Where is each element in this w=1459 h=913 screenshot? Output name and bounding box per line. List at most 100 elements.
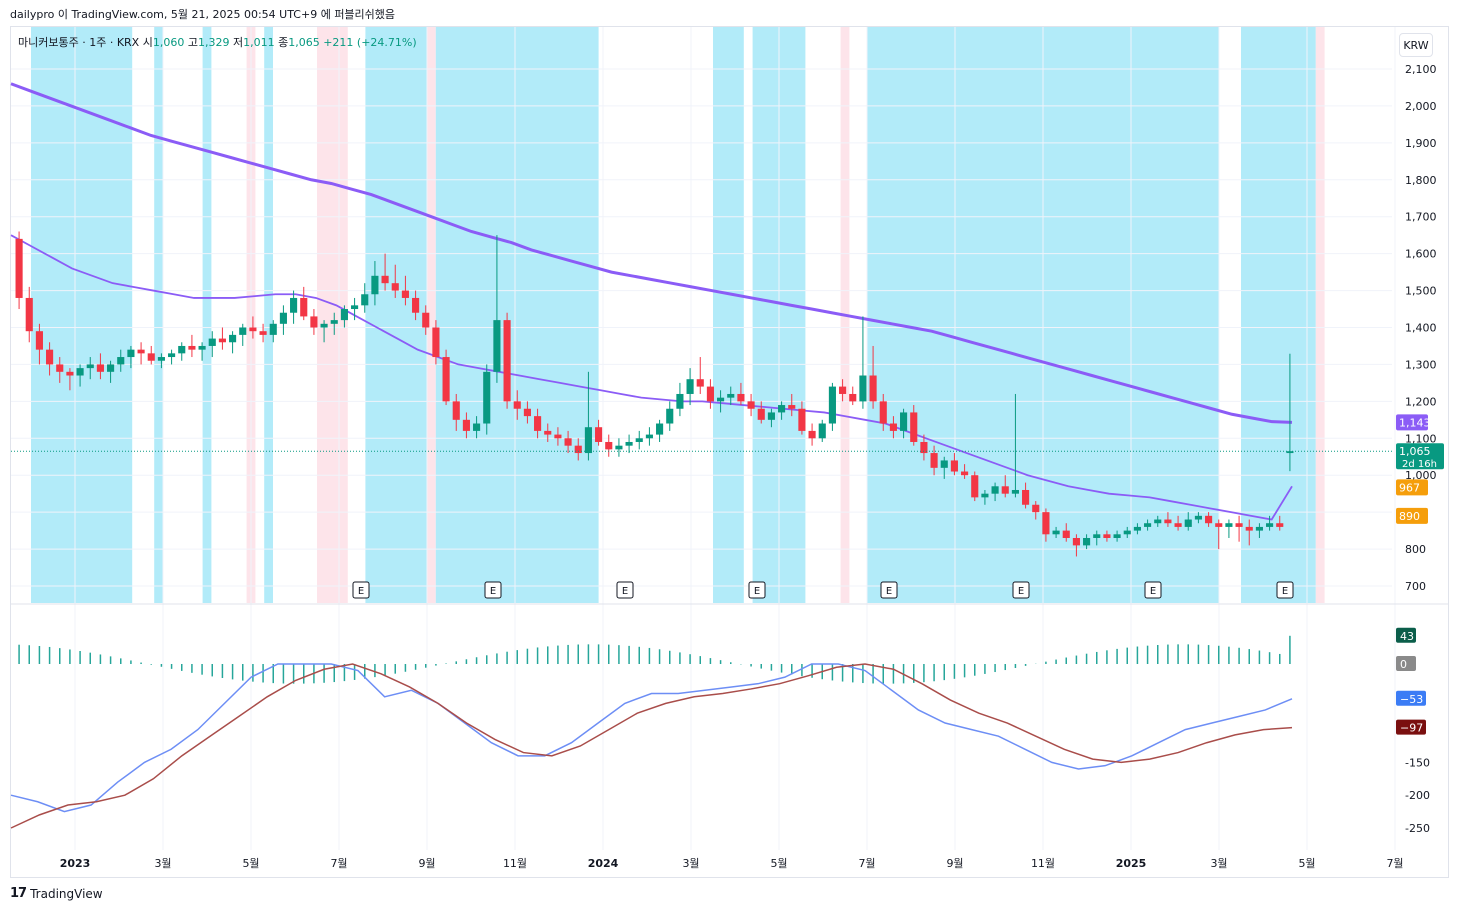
candle-body (239, 327, 247, 335)
candle (1255, 523, 1263, 538)
price-tag-countdown: 2d 16h (1402, 459, 1437, 470)
candle-body (564, 438, 572, 446)
candle-body (1052, 530, 1060, 535)
candle (1225, 519, 1233, 538)
candle (1062, 523, 1070, 542)
candle-body (1032, 504, 1040, 513)
candle-body (15, 238, 23, 298)
candle (351, 297, 359, 321)
price-tick-label: 1,500 (1405, 285, 1437, 298)
candle-body (422, 312, 430, 328)
price-tag-0 (1396, 414, 1428, 431)
candle (452, 393, 460, 431)
earnings-marker-label: E (886, 586, 892, 597)
candle-body (493, 320, 501, 372)
macd-tag-label: 0 (1400, 658, 1407, 671)
candle (1133, 523, 1141, 535)
candle-body (1184, 519, 1192, 527)
candle-body (208, 338, 216, 346)
price-tick-label: 1,600 (1405, 248, 1437, 261)
candle-body (279, 312, 287, 324)
candle-body (503, 320, 511, 402)
candle-body (991, 486, 999, 494)
candle (1174, 515, 1182, 531)
candle (66, 368, 74, 391)
candle-body (615, 445, 623, 450)
currency-button[interactable]: KRW (1399, 33, 1433, 57)
candle (46, 342, 54, 376)
candle-body (849, 393, 857, 402)
candle-body (1164, 519, 1172, 524)
legend-symbol: 마니커보통주 · 1주 · KRX (18, 36, 140, 49)
candle (991, 482, 999, 502)
macd-tick-label: -150 (1405, 756, 1430, 769)
candle-body (157, 357, 165, 361)
candle (229, 331, 237, 354)
candle (910, 405, 918, 446)
time-tick-label: 7월 (330, 857, 347, 870)
legend-close-label: 종 (278, 36, 289, 49)
macd-tag-label: −53 (1400, 693, 1423, 706)
candle (757, 401, 765, 424)
price-tick-label: 2,000 (1405, 100, 1437, 113)
candle-body (1123, 530, 1131, 535)
candle (1032, 501, 1040, 520)
candle-body (127, 349, 135, 358)
candle-body (1093, 534, 1101, 538)
candle-body (147, 353, 155, 361)
legend-open-label: 시 (142, 36, 153, 49)
session-band-0 (31, 27, 133, 603)
signal-line (10, 663, 1293, 829)
price-tick-label: 800 (1405, 543, 1426, 556)
session-band-1 (154, 27, 163, 603)
macd-line (10, 663, 1293, 813)
candle-body (757, 408, 765, 420)
candle-body (900, 412, 908, 431)
candle-body (554, 434, 562, 439)
earnings-marker-label: E (358, 586, 364, 597)
tradingview-logo-icon: 17 (10, 886, 27, 901)
candle-body (940, 460, 948, 468)
candle-body (56, 364, 64, 372)
price-tick-label: 1,700 (1405, 211, 1437, 224)
time-tick-label: 3월 (682, 857, 699, 870)
macd-tag-0 (1396, 627, 1416, 643)
publish-header: dailypro 이 TradingView.com, 5월 21, 2025 … (10, 8, 396, 21)
candle-body (625, 441, 633, 446)
candle (727, 386, 735, 406)
candle-body (76, 368, 84, 376)
candle-body (35, 331, 43, 350)
candle-body (401, 290, 409, 298)
candle (1215, 519, 1223, 550)
legend-open: 1,060 (152, 36, 185, 49)
candle-body (473, 423, 481, 431)
candle-body (706, 386, 714, 402)
candle (1194, 512, 1202, 524)
candle-body (381, 275, 389, 284)
candle-body (869, 375, 877, 402)
candle (96, 353, 104, 380)
candle (473, 416, 481, 439)
candle (1205, 512, 1213, 527)
candle (483, 364, 491, 435)
candle (656, 419, 664, 442)
price-tag-1 (1396, 443, 1444, 470)
candle-body (534, 416, 542, 431)
price-tag-label: 890 (1399, 510, 1420, 523)
candle (493, 235, 501, 383)
candle-body (1103, 534, 1111, 538)
earnings-marker-label: E (754, 586, 760, 597)
candle (117, 349, 125, 372)
candle (645, 427, 653, 446)
candle (706, 379, 714, 409)
candle (869, 345, 877, 409)
candle (981, 489, 989, 505)
candle (15, 231, 23, 310)
candle-body (117, 357, 125, 365)
candle (361, 283, 369, 313)
earnings-marker-5 (1012, 581, 1030, 599)
candle-body (1286, 451, 1294, 454)
candle-body (839, 386, 847, 394)
candle-body (371, 275, 379, 295)
